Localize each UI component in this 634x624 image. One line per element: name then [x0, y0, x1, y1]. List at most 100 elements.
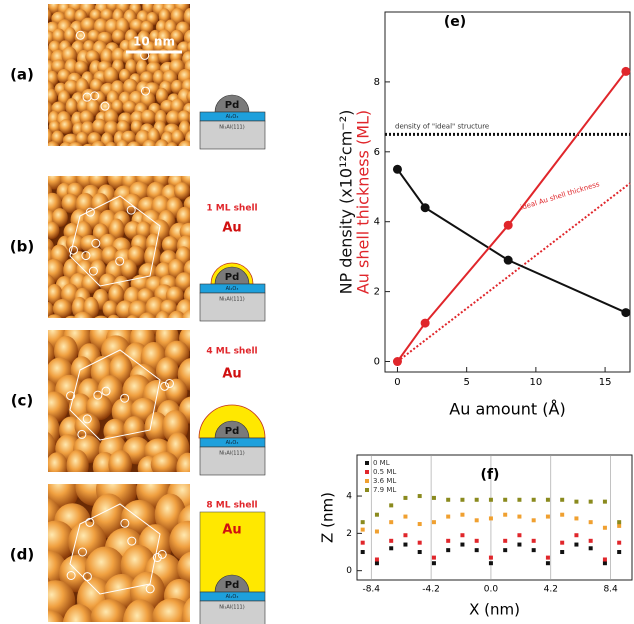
data-point: [460, 497, 465, 502]
marker-circle: [82, 414, 92, 424]
grain: [94, 315, 108, 318]
grain: [104, 176, 116, 179]
stm-image: [17, 330, 190, 482]
data-point: [617, 540, 622, 545]
y-tick-label: 0: [374, 357, 380, 368]
grain: [51, 208, 68, 227]
grain: [139, 312, 156, 318]
grain: [33, 89, 48, 103]
outline: [69, 349, 161, 441]
grain: [103, 67, 119, 85]
grain: [190, 237, 207, 258]
grain: [48, 22, 50, 33]
marker-circle: [82, 92, 92, 102]
marker-circle: [75, 30, 85, 40]
grain: [48, 314, 62, 318]
grain: [55, 176, 66, 178]
y-tick-label: 6: [374, 147, 380, 158]
data-point: [602, 525, 607, 530]
grain: [17, 451, 45, 482]
shell-label: 1 ML shell: [206, 204, 257, 214]
plot-frame: [384, 11, 631, 373]
data-point: [488, 561, 493, 566]
grain: [185, 176, 189, 177]
data-point: [374, 557, 379, 562]
grain: [97, 0, 113, 4]
grain: [189, 278, 190, 286]
grain: [175, 272, 190, 292]
grain: [188, 112, 190, 124]
data-point: [474, 518, 479, 523]
data-point: [374, 529, 379, 534]
outline: [69, 195, 161, 287]
data-point: [431, 520, 436, 525]
data-point: [545, 561, 550, 566]
grain: [177, 110, 190, 125]
substrate: [199, 120, 266, 150]
data-point: [460, 533, 465, 538]
grain: [48, 263, 50, 275]
grain: [176, 452, 190, 472]
stm-image: [23, 157, 210, 318]
grain: [176, 206, 190, 228]
grain: [102, 300, 119, 318]
data-point: [588, 520, 593, 525]
y-axis-label: Z (nm): [319, 492, 337, 543]
grain: [168, 310, 186, 318]
grain: [92, 118, 108, 135]
marker-circle: [115, 256, 125, 266]
data-point: [403, 533, 408, 538]
grain: [23, 157, 43, 180]
grain: [90, 599, 129, 622]
grain: [48, 201, 50, 213]
grain: [120, 259, 137, 280]
x-axis-label: X (nm): [469, 601, 520, 619]
marker-circle: [68, 245, 78, 255]
data-point: [417, 494, 422, 499]
y-tick-label: 8: [374, 77, 380, 88]
grain: [65, 98, 78, 116]
grain: [48, 391, 69, 423]
chart-title: (f): [481, 467, 500, 483]
substrate: [199, 446, 266, 476]
data-point: [503, 220, 513, 230]
grain: [63, 27, 77, 44]
marker-circle: [100, 101, 110, 111]
substrate: [199, 600, 266, 624]
substrate-label: Ni₃Al(111): [219, 297, 244, 303]
data-point: [474, 538, 479, 543]
data-point: [374, 512, 379, 517]
data-point: [503, 548, 508, 553]
data-point: [417, 550, 422, 555]
grain: [34, 138, 47, 156]
data-point: [503, 512, 508, 517]
data-point: [460, 542, 465, 547]
x-tick-label: 8.4: [603, 585, 618, 595]
legend-label: 0.5 ML: [373, 468, 396, 476]
data-point: [531, 518, 536, 523]
outline: [69, 503, 161, 595]
grain: [169, 520, 190, 562]
shell-label: 4 ML shell: [206, 347, 257, 357]
grain: [32, 71, 46, 87]
grain: [29, 0, 41, 5]
stm-image: [48, 484, 190, 622]
data-point: [560, 497, 565, 502]
substrate-label: Ni₃Al(111): [219, 605, 244, 611]
substrate-label: Ni₃Al(111): [219, 125, 244, 131]
data-point: [531, 497, 536, 502]
data-point: [420, 318, 430, 328]
data-point: [617, 523, 622, 528]
grain: [194, 182, 210, 200]
grain: [48, 88, 58, 105]
data-point: [474, 548, 479, 553]
panel-label: (b): [10, 238, 34, 256]
grain: [61, 193, 80, 214]
grain: [68, 142, 83, 146]
series-line: [396, 70, 627, 363]
grain: [64, 0, 78, 2]
grain: [176, 299, 190, 318]
data-point: [545, 514, 550, 519]
data-point: [417, 522, 422, 527]
